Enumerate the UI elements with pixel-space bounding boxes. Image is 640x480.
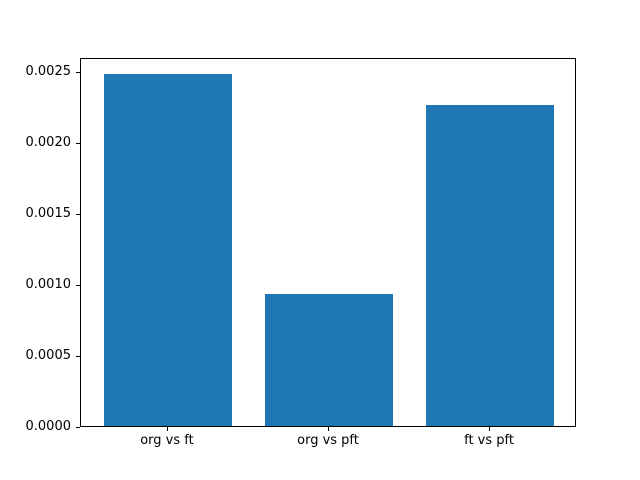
- y-tick-mark: [76, 71, 80, 73]
- y-tick-mark: [76, 355, 80, 357]
- y-tick-label: 0.0020: [25, 135, 72, 151]
- y-tick-label: 0.0010: [25, 277, 72, 293]
- y-tick-mark: [76, 284, 80, 286]
- x-tick-mark: [166, 427, 168, 431]
- y-tick-mark: [76, 426, 80, 428]
- y-tick-label: 0.0000: [25, 419, 72, 434]
- y-tick-mark: [76, 142, 80, 144]
- x-tick-mark: [328, 427, 329, 431]
- y-tick-label: 0.0025: [25, 64, 72, 80]
- y-tick-label: 0.0015: [25, 206, 72, 222]
- x-tick-label: ft vs pft: [464, 433, 514, 448]
- bar: [264, 294, 394, 426]
- y-tick-mark: [76, 213, 80, 215]
- x-tick-label: org vs pft: [297, 433, 359, 448]
- bar: [425, 105, 555, 426]
- x-tick-label: org vs ft: [140, 433, 194, 448]
- y-tick-label: 0.0005: [25, 348, 72, 364]
- bar: [103, 74, 233, 426]
- axes: [80, 58, 576, 427]
- x-tick-mark: [489, 427, 491, 431]
